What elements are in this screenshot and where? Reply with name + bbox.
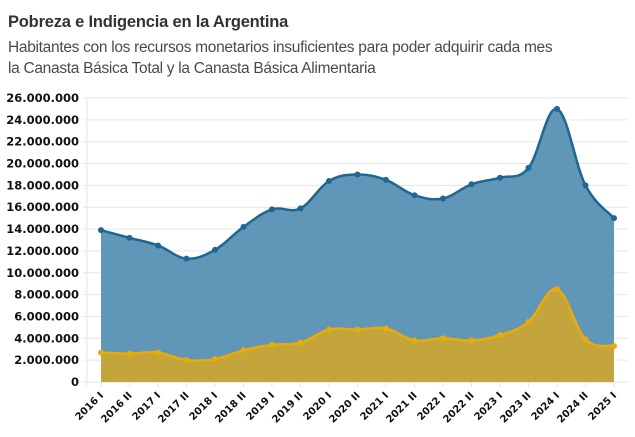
chart-subtitle: Habitantes con los recursos monetarios i… — [8, 37, 633, 79]
pobreza-point — [269, 206, 275, 213]
y-tick-label: 8.000.000 — [14, 288, 79, 302]
indigencia-point — [297, 339, 304, 346]
pobreza-point — [525, 164, 532, 171]
y-tick-label: 12.000.000 — [6, 244, 79, 258]
pobreza-point — [582, 182, 589, 189]
x-tick-label: 2022 II — [441, 390, 476, 425]
pobreza-point — [98, 227, 104, 234]
x-tick-label: 2024 II — [555, 390, 590, 425]
pobreza-point — [554, 105, 560, 112]
pobreza-point — [611, 215, 617, 222]
y-tick-label: 22.000.000 — [6, 135, 79, 149]
x-tick-label: 2020 II — [327, 390, 362, 425]
y-tick-label: 10.000.000 — [6, 266, 79, 280]
indigencia-point — [582, 336, 589, 343]
indigencia-point — [554, 286, 560, 293]
indigencia-point — [611, 342, 617, 349]
subtitle-line-1: Habitantes con los recursos monetarios i… — [8, 39, 553, 56]
pobreza-point — [297, 205, 304, 212]
y-tick-label: 14.000.000 — [6, 222, 79, 236]
pobreza-point — [326, 178, 332, 185]
x-tick-label: 2016 II — [99, 390, 134, 425]
indigencia-point — [525, 318, 532, 325]
y-tick-label: 4.000.000 — [14, 331, 79, 345]
indigencia-point — [468, 337, 475, 344]
pobreza-point — [126, 234, 133, 241]
indigencia-area — [101, 288, 614, 382]
x-tick-label: 2021 II — [384, 390, 419, 425]
indigencia-point — [326, 326, 332, 333]
indigencia-point — [440, 335, 446, 342]
indigencia-point — [212, 356, 218, 363]
pobreza-point — [240, 223, 247, 230]
indigencia-point — [183, 357, 190, 364]
x-tick-label: 2025 I — [587, 390, 620, 423]
indigencia-point — [98, 349, 104, 356]
y-tick-label: 20.000.000 — [6, 157, 79, 171]
indigencia-point — [383, 325, 389, 332]
x-tick-label: 2019 II — [270, 390, 305, 425]
pobreza-point — [440, 195, 446, 202]
y-tick-label: 2.000.000 — [14, 353, 79, 367]
y-tick-label: 16.000.000 — [6, 200, 79, 214]
pobreza-point — [155, 242, 161, 249]
pobreza-point — [497, 174, 503, 181]
pobreza-point — [354, 171, 361, 178]
pobreza-area — [101, 108, 614, 382]
y-tick-label: 6.000.000 — [14, 309, 79, 323]
y-tick-label: 26.000.000 — [6, 91, 79, 105]
y-tick-label: 24.000.000 — [6, 113, 79, 127]
pobreza-point — [212, 246, 218, 253]
indigencia-point — [497, 332, 503, 339]
y-axis: 0 2.000.000 4.000.000 6.000.000 8.000.000 10.… — [6, 91, 79, 389]
indigencia-point — [411, 337, 418, 344]
indigencia-point — [354, 326, 361, 333]
y-tick-label: 0 — [71, 375, 79, 389]
indigencia-point — [155, 349, 161, 356]
indigencia-point — [269, 341, 275, 348]
pobreza-point — [411, 192, 418, 199]
series-areas — [101, 108, 614, 382]
indigencia-point — [126, 350, 133, 357]
x-tick-label: 2018 II — [213, 390, 248, 425]
pobreza-point — [468, 181, 475, 188]
pobreza-point — [183, 255, 190, 262]
x-tick-label: 2017 II — [156, 390, 191, 425]
pobreza-point — [383, 176, 389, 183]
series-points — [98, 105, 617, 364]
subtitle-line-2: la Canasta Básica Total y la Canasta Bás… — [8, 60, 376, 77]
y-tick-label: 18.000.000 — [6, 178, 79, 192]
chart-title: Pobreza e Indigencia en la Argentina — [8, 13, 289, 31]
indigencia-point — [240, 347, 247, 354]
x-tick-label: 2023 II — [498, 390, 533, 425]
